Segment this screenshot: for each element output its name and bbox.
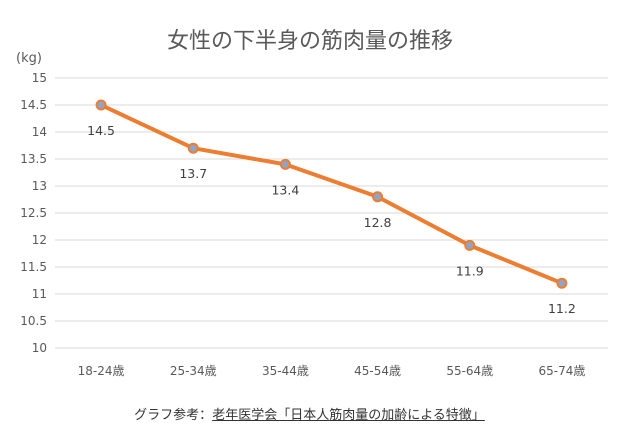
series-line bbox=[99, 103, 564, 286]
y-tick-label: 10.5 bbox=[20, 314, 47, 328]
data-label: 11.9 bbox=[456, 263, 484, 278]
data-label: 12.8 bbox=[364, 215, 392, 230]
y-tick-label: 13 bbox=[32, 179, 47, 193]
x-tick-label: 45-54歳 bbox=[354, 364, 401, 378]
y-tick-label: 14.5 bbox=[20, 98, 47, 112]
data-point bbox=[464, 239, 476, 251]
y-tick-label: 13.5 bbox=[20, 152, 47, 166]
data-labels: 14.5 13.7 13.4 12.8 11.9 11.2 bbox=[87, 123, 576, 316]
data-label: 13.4 bbox=[271, 182, 299, 197]
x-tick-label: 18-24歳 bbox=[78, 364, 125, 378]
data-point bbox=[187, 142, 199, 154]
y-tick-label: 12.5 bbox=[20, 206, 47, 220]
x-axis-ticks: 18-24歳 25-34歳 35-44歳 45-54歳 55-64歳 65-74歳 bbox=[78, 364, 586, 378]
chart-title: 女性の下半身の筋肉量の推移 bbox=[167, 29, 453, 54]
data-point bbox=[279, 158, 291, 170]
data-point bbox=[372, 191, 384, 203]
data-label: 13.7 bbox=[179, 166, 207, 181]
data-label: 14.5 bbox=[87, 123, 115, 138]
data-label: 11.2 bbox=[548, 301, 576, 316]
x-tick-label: 35-44歳 bbox=[262, 364, 309, 378]
x-tick-label: 65-74歳 bbox=[538, 364, 585, 378]
source-caption: グラフ参考：老年医学会「日本人筋肉量の加齢による特徴」 bbox=[0, 404, 619, 423]
caption-prefix: グラフ参考： bbox=[134, 408, 213, 423]
x-tick-label: 25-34歳 bbox=[170, 364, 217, 378]
y-tick-label: 12 bbox=[32, 233, 47, 247]
y-axis-ticks: 15 14.5 14 13.5 13 12.5 12 11.5 11 10.5 10 bbox=[20, 71, 47, 355]
y-tick-label: 10 bbox=[32, 341, 47, 355]
x-tick-label: 55-64歳 bbox=[446, 364, 493, 378]
line-chart: 女性の下半身の筋肉量の推移 (kg) 1514.51413.51312.5121… bbox=[16, 29, 608, 378]
y-tick-label: 11 bbox=[32, 287, 47, 301]
source-link[interactable]: 老年医学会「日本人筋肉量の加齢による特徴」 bbox=[212, 408, 485, 423]
grid-lines bbox=[55, 77, 608, 349]
data-point bbox=[95, 99, 107, 111]
y-tick-label: 15 bbox=[32, 71, 47, 85]
data-point bbox=[556, 277, 568, 289]
y-unit-label: (kg) bbox=[16, 51, 42, 66]
series-line-layer bbox=[99, 103, 564, 286]
data-markers bbox=[95, 99, 568, 289]
y-tick-label: 14 bbox=[32, 125, 47, 139]
y-tick-label: 11.5 bbox=[20, 260, 47, 274]
